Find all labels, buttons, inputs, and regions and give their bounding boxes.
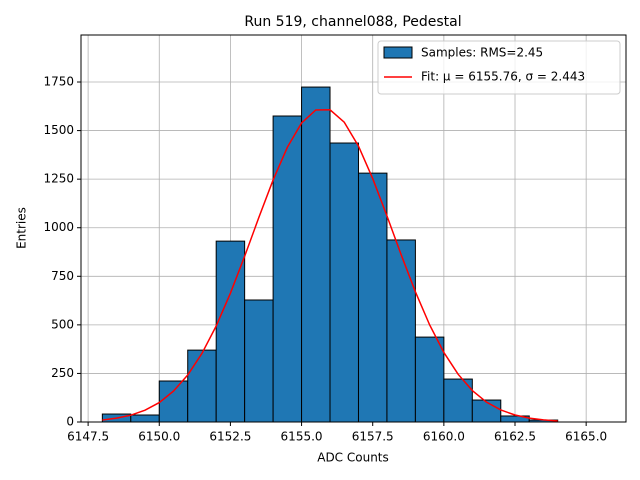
fit-line [102, 109, 558, 422]
legend-box [377, 40, 621, 95]
plot-frame [80, 34, 627, 423]
bar [357, 172, 388, 423]
x-tick-label: 6162.5 [494, 430, 536, 444]
y-tick-label: 250 [51, 366, 74, 380]
x-tick-label: 6157.5 [352, 430, 394, 444]
bar [187, 349, 217, 423]
bar [244, 299, 274, 423]
legend-label: Fit: μ = 6155.76, σ = 2.443 [421, 70, 585, 84]
legend-swatch [383, 46, 413, 59]
bar [272, 115, 303, 423]
y-tick-label: 1250 [43, 172, 74, 186]
bar [471, 399, 502, 423]
y-axis-label: Entries [15, 207, 29, 249]
y-tick-label: 500 [51, 317, 74, 331]
y-tick-label: 0 [66, 415, 74, 429]
x-tick-label: 6165.0 [565, 430, 607, 444]
bar [414, 336, 445, 423]
y-tick-label: 1750 [43, 75, 74, 89]
x-tick-label: 6160.0 [423, 430, 465, 444]
x-axis-label: ADC Counts [317, 451, 389, 465]
bar [130, 414, 160, 423]
y-tick-label: 1000 [43, 220, 74, 234]
x-tick-label: 6155.0 [281, 430, 323, 444]
y-tick-label: 1500 [43, 123, 74, 137]
bar [301, 86, 331, 423]
bar [386, 239, 416, 423]
bar [158, 380, 189, 423]
legend-label: Samples: RMS=2.45 [421, 46, 543, 60]
y-tick-label: 750 [51, 269, 74, 283]
x-tick-label: 6152.5 [209, 430, 251, 444]
x-tick-label: 6147.5 [67, 430, 109, 444]
chart-title: Run 519, channel088, Pedestal [244, 14, 461, 30]
bar [329, 142, 359, 423]
x-tick-label: 6150.0 [138, 430, 180, 444]
legend: Samples: RMS=2.45 Fit: μ = 6155.76, σ = 2… [377, 40, 621, 95]
